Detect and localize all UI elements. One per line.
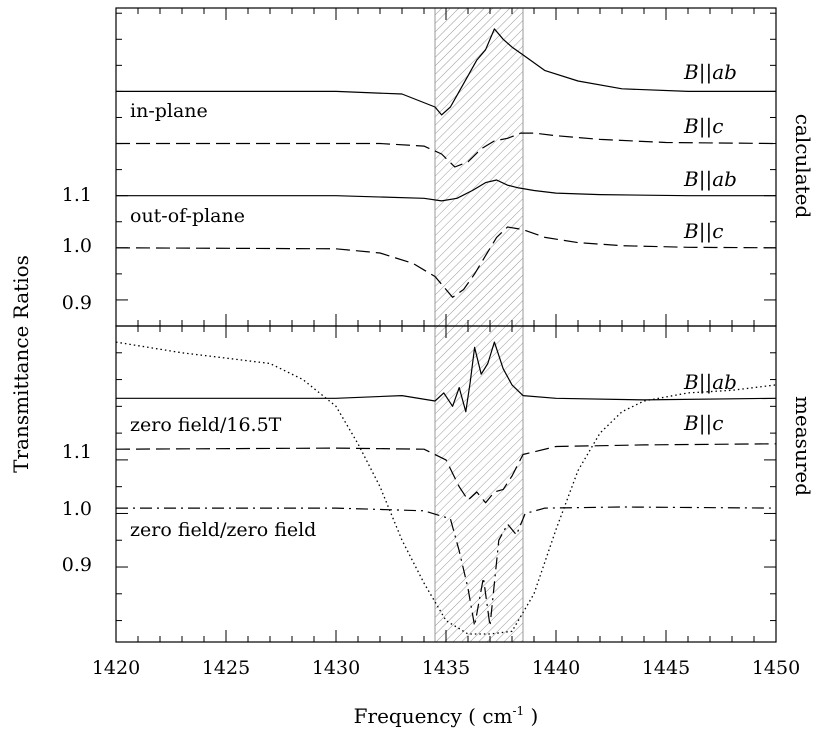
series-label-calc-outplane-bc: B||c bbox=[683, 219, 723, 244]
x-tick-label: 1445 bbox=[642, 657, 690, 679]
series-line-bottom-0 bbox=[116, 341, 777, 413]
y-tick-label: 1.1 bbox=[62, 184, 92, 206]
y-tick-labels-bottom: 1.1 1.0 0.9 bbox=[62, 441, 92, 576]
side-label-measured: measured bbox=[791, 396, 815, 496]
series-line-bottom-1 bbox=[115, 443, 777, 504]
series-line-top-0 bbox=[116, 28, 776, 116]
series-label-meas-bc: B||c bbox=[683, 411, 723, 436]
y-tick-label: 0.9 bbox=[62, 554, 92, 576]
series-line-top-2 bbox=[116, 179, 776, 202]
y-tick-labels-top: 1.1 1.0 0.9 bbox=[62, 184, 92, 314]
series-line-top-1 bbox=[116, 132, 777, 168]
shaded-band-rect bbox=[434, 7, 524, 643]
side-label-calculated: calculated bbox=[791, 114, 815, 219]
series-label-calc-inplane-bc: B||c bbox=[683, 114, 723, 139]
annotation-zero-field-zero-field: zero field/zero field bbox=[130, 519, 316, 541]
y-tick-label: 0.9 bbox=[62, 292, 92, 314]
series-label-calc-outplane-bab: B||ab bbox=[683, 167, 737, 192]
x-tick-label: 1425 bbox=[202, 657, 250, 679]
x-axis-label: Frequency ( cm-1 ) bbox=[354, 704, 539, 728]
axis-ticks bbox=[115, 8, 777, 642]
y-tick-label: 1.1 bbox=[62, 441, 92, 463]
y-axis-label: Transmittance Ratios bbox=[9, 255, 33, 473]
x-tick-labels: 1420 1425 1430 1435 1440 1445 1450 bbox=[92, 657, 800, 679]
x-tick-label: 1450 bbox=[752, 657, 800, 679]
data-lines bbox=[115, 28, 777, 635]
y-tick-label: 1.0 bbox=[62, 235, 92, 257]
x-tick-label: 1440 bbox=[532, 657, 580, 679]
annotation-in-plane: in-plane bbox=[130, 100, 208, 122]
annotation-out-of-plane: out-of-plane bbox=[130, 205, 245, 227]
x-tick-label: 1435 bbox=[422, 657, 470, 679]
series-label-meas-bab: B||ab bbox=[683, 370, 737, 395]
series-line-top-3 bbox=[115, 226, 777, 298]
shaded-band bbox=[434, 7, 524, 643]
y-tick-label: 1.0 bbox=[62, 498, 92, 520]
annotation-zero-field-16-5t: zero field/16.5T bbox=[130, 414, 282, 436]
series-line-bottom-2 bbox=[116, 506, 777, 627]
x-tick-label: 1420 bbox=[92, 657, 140, 679]
series-line-bottom-3 bbox=[115, 341, 777, 635]
x-tick-label: 1430 bbox=[312, 657, 360, 679]
series-label-calc-inplane-bab: B||ab bbox=[683, 60, 737, 85]
